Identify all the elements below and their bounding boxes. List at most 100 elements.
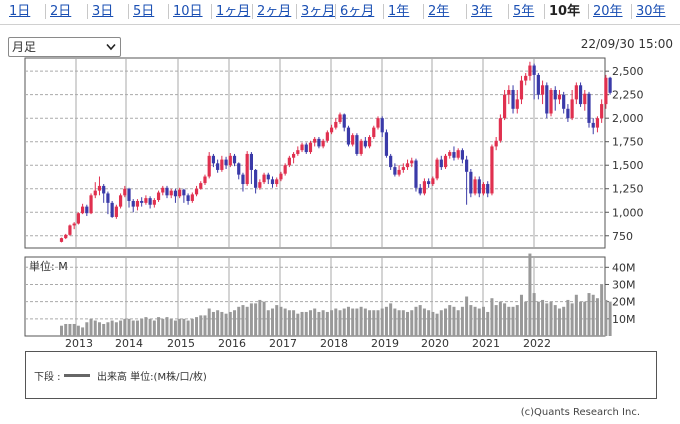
- candle-body: [224, 159, 228, 166]
- tab-7[interactable]: 3ヶ月: [301, 4, 336, 19]
- tab-separator: [168, 4, 169, 19]
- volume-bar: [173, 320, 177, 336]
- volume-bar: [595, 298, 599, 336]
- tab-2[interactable]: 3日: [92, 4, 114, 19]
- volume-bar: [557, 308, 561, 336]
- tab-6[interactable]: 2ヶ月: [257, 4, 292, 19]
- tab-13[interactable]: 10年: [549, 4, 581, 19]
- volume-bar: [363, 308, 367, 336]
- candle-body: [106, 193, 110, 203]
- volume-bar: [190, 318, 194, 336]
- candle-body: [578, 85, 583, 105]
- candle-body: [262, 174, 266, 183]
- candle-body: [536, 74, 540, 95]
- volume-tick-label: 20M: [612, 296, 636, 309]
- candle-body: [283, 165, 287, 174]
- volume-bar: [570, 303, 574, 336]
- candle-body: [321, 140, 325, 147]
- volume-bar: [207, 308, 211, 336]
- legend-box: 下段 : 出来高 単位:(M株/口/枚): [25, 351, 657, 399]
- candle-body: [405, 163, 410, 168]
- candle-body: [287, 157, 291, 166]
- volume-bar: [325, 311, 329, 336]
- volume-bar: [338, 310, 342, 336]
- tab-3[interactable]: 5日: [133, 4, 155, 19]
- copyright: (c)Quants Research Inc.: [520, 407, 640, 418]
- tab-12[interactable]: 5年: [513, 4, 535, 19]
- volume-bar: [292, 310, 296, 336]
- candle-body: [477, 179, 481, 194]
- candle-body: [515, 99, 519, 109]
- volume-bar: [608, 301, 612, 336]
- tab-divider: [0, 24, 680, 25]
- volume-bar: [359, 306, 363, 336]
- volume-bar: [342, 308, 346, 336]
- volume-tick-label: 40M: [612, 261, 636, 274]
- candle-body: [194, 188, 199, 195]
- candle-body: [346, 127, 351, 145]
- tab-separator: [383, 4, 384, 19]
- volume-bar: [275, 305, 279, 336]
- candle-body: [296, 150, 300, 154]
- candle-body: [393, 167, 397, 175]
- candle-body: [435, 159, 439, 179]
- candle-body: [562, 94, 566, 109]
- candle-body: [456, 150, 460, 158]
- tab-5[interactable]: 1ヶ月: [216, 4, 251, 19]
- tab-14[interactable]: 20年: [593, 4, 623, 19]
- tab-9[interactable]: 1年: [388, 4, 410, 19]
- tab-15[interactable]: 30年: [636, 4, 666, 19]
- volume-bar: [473, 306, 477, 336]
- volume-bar: [224, 313, 228, 336]
- tab-4[interactable]: 10日: [173, 4, 203, 19]
- volume-bar: [380, 308, 384, 336]
- candle-body: [566, 108, 570, 119]
- candle-body: [186, 195, 190, 201]
- volume-bar: [262, 301, 266, 336]
- volume-bar: [397, 310, 401, 336]
- tab-11[interactable]: 3年: [471, 4, 493, 19]
- volume-bar: [106, 322, 110, 336]
- volume-bar: [528, 253, 532, 336]
- candle-body: [465, 159, 469, 172]
- tab-0[interactable]: 1日: [9, 4, 31, 19]
- price-panel: [24, 57, 606, 249]
- interval-select[interactable]: 月足: [8, 37, 121, 57]
- volume-bar: [460, 306, 464, 336]
- volume-bar: [427, 310, 431, 336]
- candle-body: [355, 135, 359, 154]
- candle-body: [376, 118, 380, 128]
- volume-bar: [287, 310, 291, 336]
- candle-body: [545, 85, 549, 114]
- volume-bar: [562, 306, 566, 336]
- tab-separator: [423, 4, 424, 19]
- volume-bar: [368, 310, 372, 336]
- volume-bar: [401, 310, 405, 336]
- volume-bar: [448, 305, 452, 336]
- volume-bar: [498, 301, 502, 336]
- candle-body: [359, 140, 363, 154]
- candle-body: [279, 173, 283, 180]
- volume-bar: [68, 323, 72, 336]
- volume-bar: [439, 310, 443, 336]
- tab-10[interactable]: 2年: [428, 4, 450, 19]
- volume-bar: [140, 318, 144, 336]
- volume-bar: [97, 322, 101, 336]
- volume-bar: [507, 306, 511, 336]
- candle-body: [85, 206, 89, 214]
- volume-bar: [254, 303, 258, 336]
- price-tick-label: 2,500: [612, 65, 644, 78]
- volume-bar: [549, 301, 553, 336]
- volume-bar: [503, 303, 507, 336]
- volume-bar: [114, 322, 118, 336]
- candle-body: [367, 137, 372, 147]
- x-tick-label: 2017: [269, 337, 297, 350]
- candle-body: [203, 176, 207, 184]
- candle-body: [237, 163, 241, 175]
- volume-bar: [102, 323, 106, 336]
- volume-bar: [144, 317, 148, 336]
- volume-bar: [566, 299, 570, 336]
- tab-1[interactable]: 2日: [50, 4, 72, 19]
- tab-8[interactable]: 6ヶ月: [340, 4, 375, 19]
- volume-bar: [553, 305, 557, 336]
